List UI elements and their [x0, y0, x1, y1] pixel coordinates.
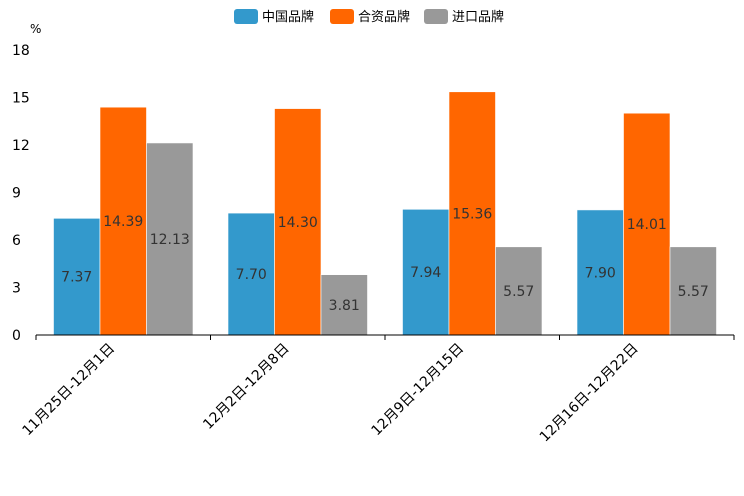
legend-item[interactable]: 中国品牌 [234, 9, 314, 25]
data-label: 14.39 [103, 214, 143, 230]
legend-item[interactable]: 进口品牌 [424, 9, 504, 25]
data-label: 5.57 [678, 284, 709, 300]
data-label: 5.57 [503, 284, 534, 300]
legend-swatch [234, 9, 258, 24]
y-tick-label: 15 [12, 91, 30, 107]
data-label: 7.90 [585, 265, 616, 281]
legend: 中国品牌 合资品牌 进口品牌 [234, 9, 504, 25]
legend-label: 进口品牌 [452, 9, 504, 25]
bar-3-4 [669, 246, 717, 336]
bar-1-2 [227, 212, 275, 336]
bar-2-1 [99, 106, 147, 336]
legend-swatch [424, 9, 448, 24]
x-tick-label: 12月9日-12月15日 [369, 341, 468, 440]
y-tick-label: 3 [12, 281, 21, 297]
legend-swatch [330, 9, 354, 24]
data-label: 12.13 [150, 232, 190, 248]
data-label: 7.70 [236, 267, 267, 283]
data-label: 14.01 [627, 217, 667, 233]
legend-label: 合资品牌 [358, 9, 410, 25]
y-tick-label: 6 [12, 233, 21, 249]
y-tick-label: 0 [12, 328, 21, 344]
data-label: 15.36 [452, 206, 492, 222]
x-tick-label: 12月2日-12月8日 [200, 341, 292, 433]
y-tick-label: 12 [12, 138, 30, 154]
bar-2-4 [623, 112, 671, 336]
bar-3-1 [146, 142, 194, 336]
legend-item[interactable]: 合资品牌 [330, 9, 410, 25]
bar-2-2 [274, 108, 322, 336]
bar-1-4 [576, 209, 624, 336]
x-tick-label: 12月16日-12月22日 [537, 341, 642, 446]
y-tick-label: 9 [12, 186, 21, 202]
y-tick-label: 18 [12, 43, 30, 59]
data-label: 14.30 [278, 215, 318, 231]
bar-3-2 [320, 274, 368, 336]
x-tick-label: 11月25日-12月1日 [20, 341, 119, 440]
data-label: 3.81 [329, 298, 360, 314]
data-labels: 7.37 14.39 12.13 7.70 14.30 3.81 7.94 15.36 5.57… [61, 206, 709, 313]
bars [53, 91, 717, 336]
x-axis: 11月25日-12月1日 12月2日-12月8日 12月9日-12月15日 12月16… [20, 334, 735, 446]
legend-label: 中国品牌 [262, 9, 314, 25]
y-axis: 0 3 6 9 12 15 18 [12, 43, 30, 344]
bar-2-3 [448, 91, 496, 336]
y-axis-unit-label: % [30, 22, 41, 36]
data-label: 7.37 [61, 270, 92, 286]
data-label: 7.94 [410, 265, 441, 281]
bar-1-1 [53, 218, 101, 336]
